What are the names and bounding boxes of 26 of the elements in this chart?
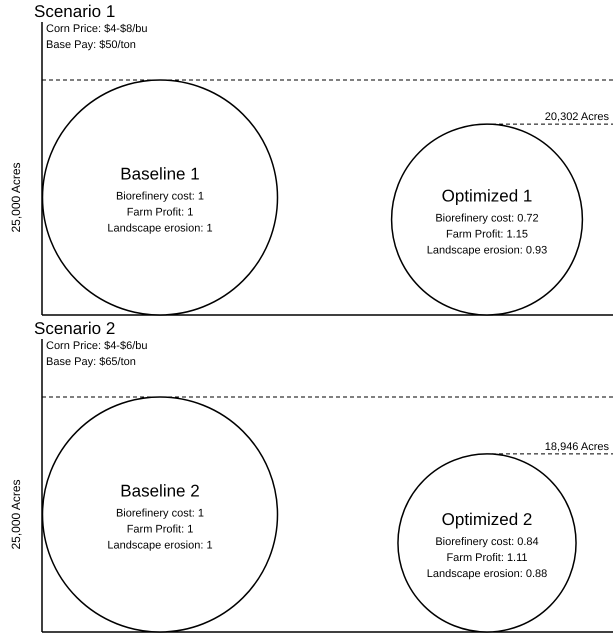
category-label: Optimized 1: [442, 186, 532, 206]
category-label: Optimized 2: [442, 510, 532, 529]
text: Landscape erosion: 0.88: [426, 568, 548, 580]
text: Landscape erosion: 1: [107, 540, 213, 552]
text: Farm Profit: 1.15: [446, 228, 528, 241]
text: Farm Profit: 1.11: [446, 552, 528, 564]
text: Base Pay: $65/ton: [46, 356, 136, 368]
data-label: 20,302 Acres: [544, 111, 610, 124]
text: Biorefinery cost: 0.72: [435, 212, 539, 225]
text: Corn Price: $4-$6/bu: [46, 340, 148, 352]
text: Base Pay: $50/ton: [46, 39, 136, 51]
data-label: 25,000 Acres: [9, 162, 23, 233]
data-label: 25,000 Acres: [9, 479, 23, 550]
text: Scenario 1: [34, 2, 116, 21]
text: Farm Profit: 1: [126, 524, 194, 536]
category-label: Baseline 2: [120, 482, 200, 500]
text: Farm Profit: 1: [126, 206, 194, 218]
text: Scenario 2: [34, 319, 116, 338]
data-label: 18,946 Acres: [544, 440, 610, 453]
text: Biorefinery cost: 1: [116, 508, 204, 520]
text: Biorefinery cost: 1: [116, 190, 204, 202]
text: Landscape erosion: 1: [107, 222, 213, 234]
category-label: Baseline 1: [120, 164, 200, 184]
text: Corn Price: $4-$8/bu: [46, 23, 148, 35]
text: Landscape erosion: 0.93: [426, 244, 548, 257]
text: Biorefinery cost: 0.84: [435, 536, 539, 548]
